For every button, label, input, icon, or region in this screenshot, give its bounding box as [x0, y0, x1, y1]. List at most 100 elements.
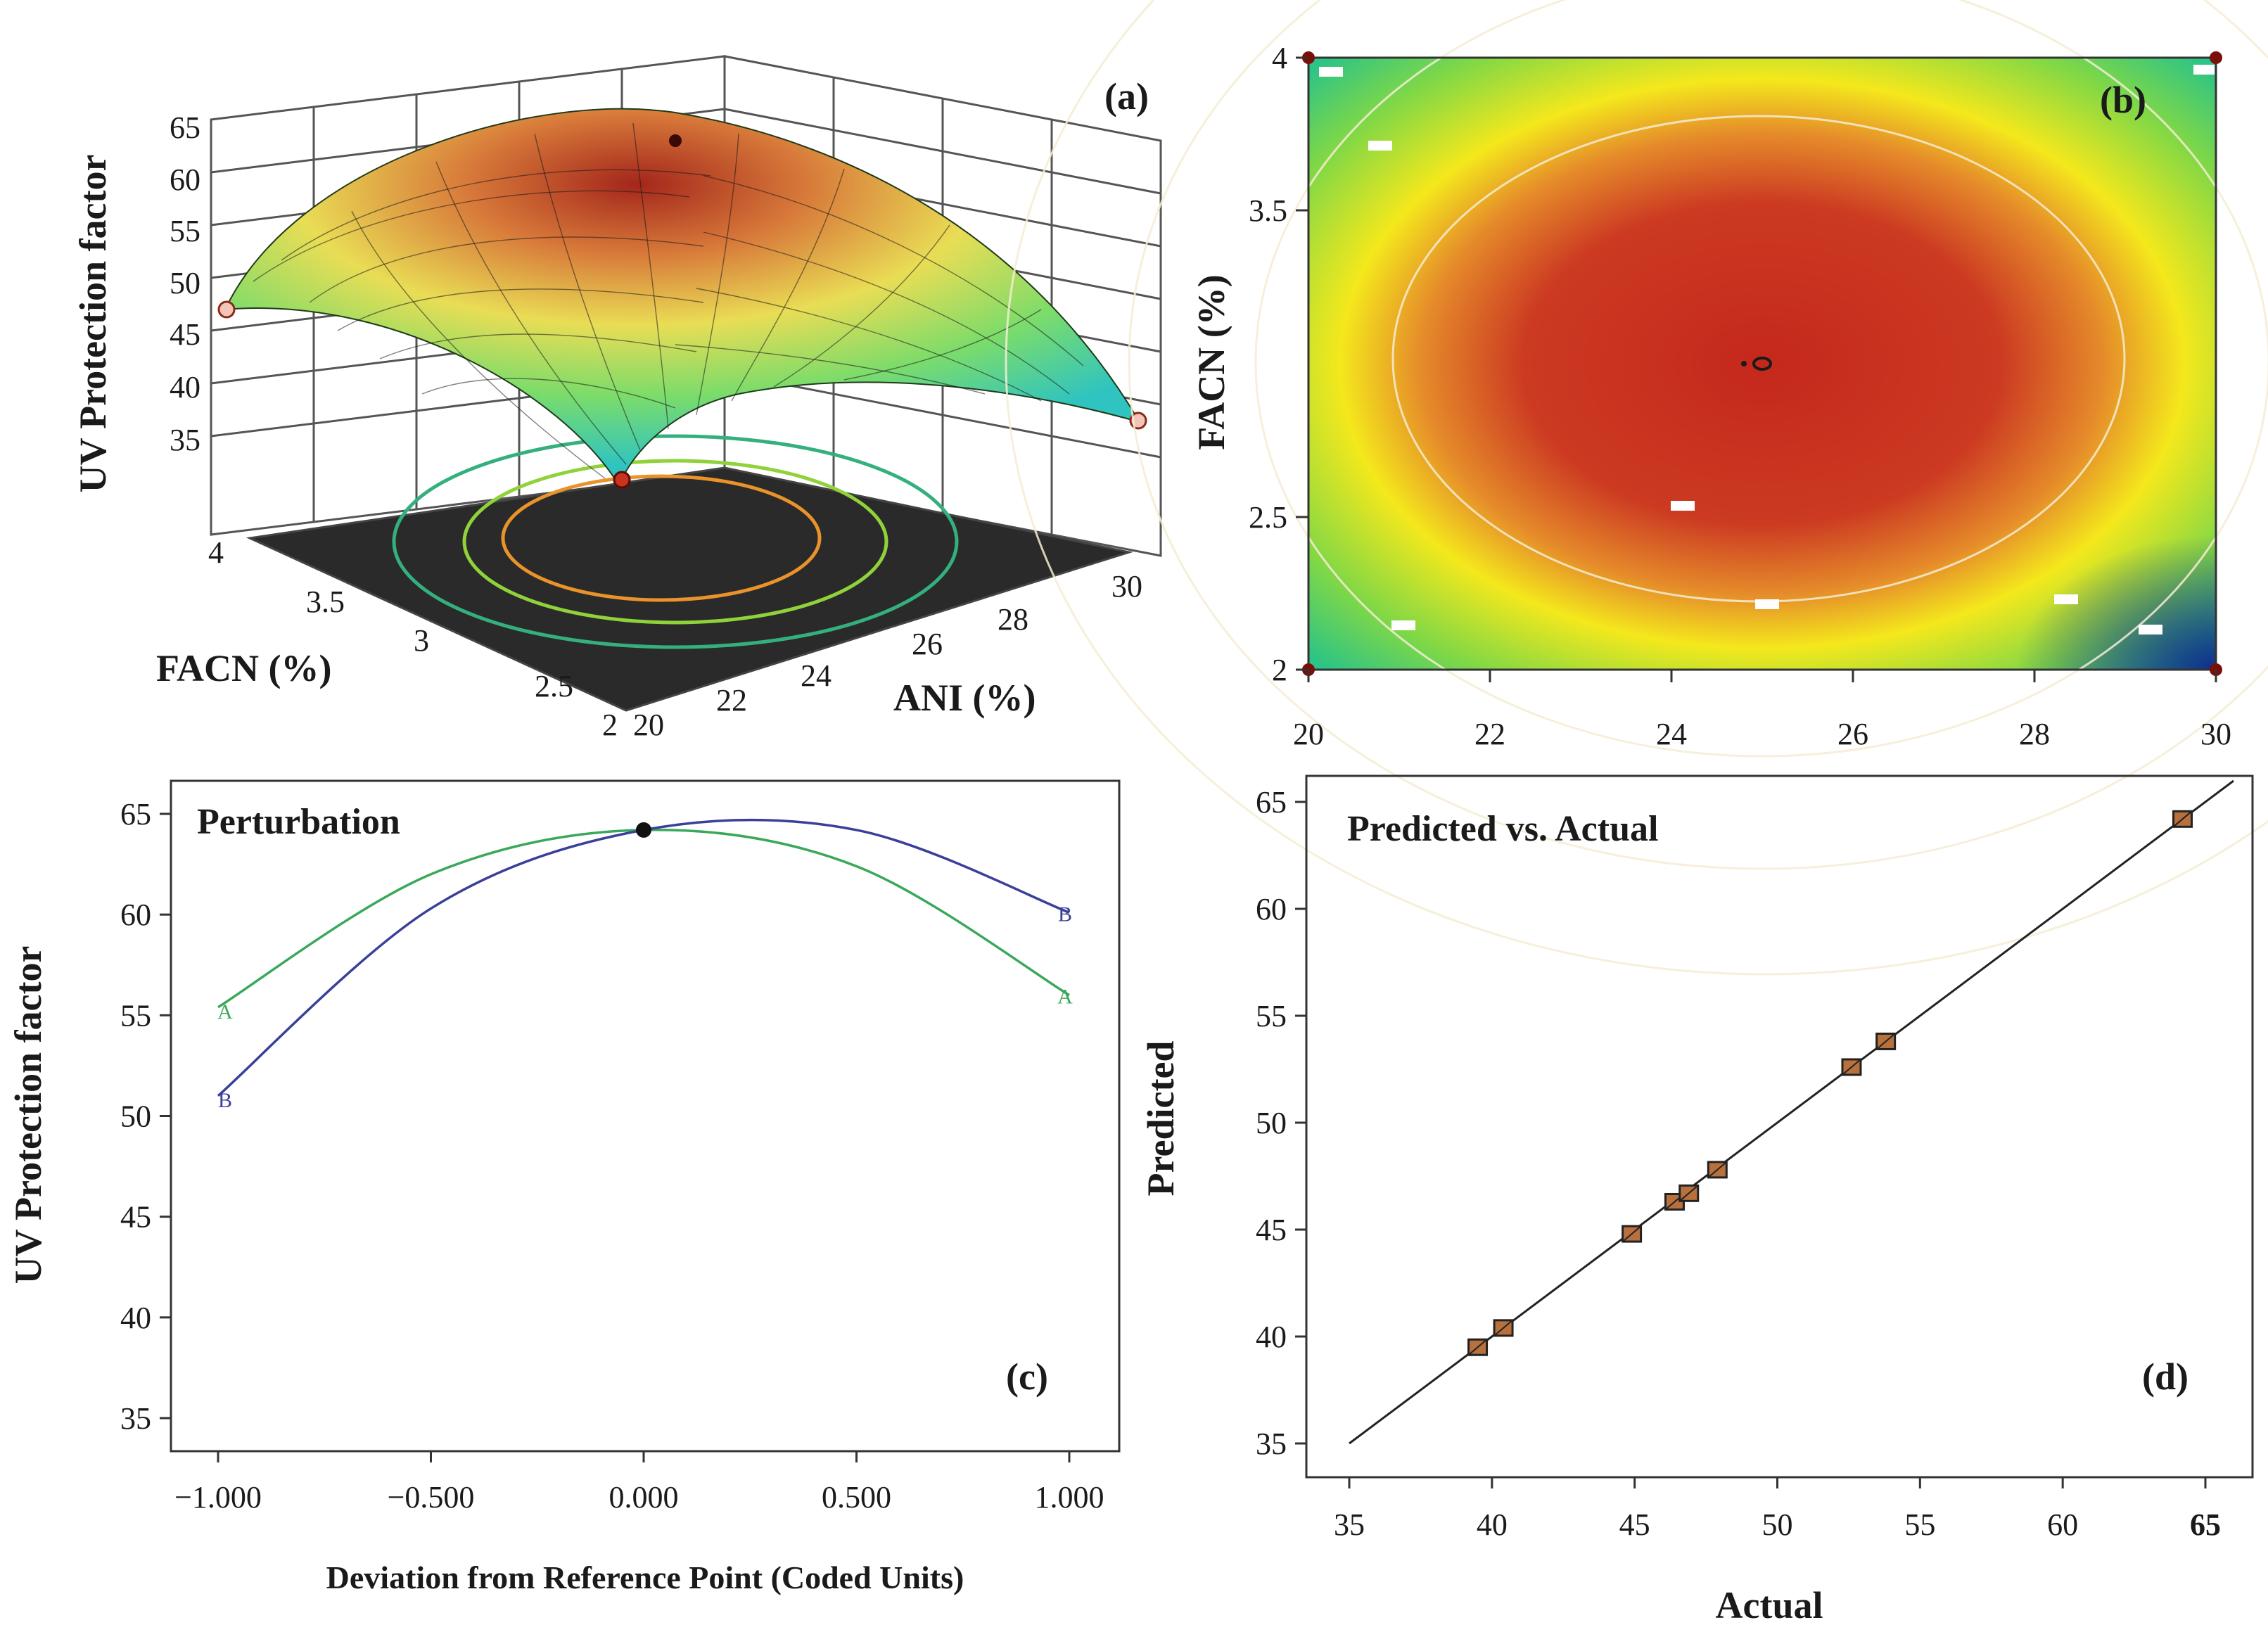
design-points — [1302, 51, 2222, 676]
design-point — [2210, 51, 2222, 64]
data-point-diagonal — [1467, 1339, 1488, 1356]
optimum-dot — [1741, 361, 1747, 366]
data-point-diagonal — [1493, 1320, 1513, 1337]
y-ticks — [1296, 56, 1308, 671]
x-tick-label: 40 — [1477, 1507, 1508, 1542]
x-tick-label: −1.000 — [174, 1480, 262, 1514]
z-tick-label: 55 — [170, 214, 200, 248]
plot-frame — [170, 779, 1121, 1453]
y-tick-label: 60 — [120, 898, 151, 932]
surface-corner-point — [613, 471, 631, 489]
data-point-diagonal — [1842, 1059, 1861, 1076]
x-tick-label: 20 — [1293, 717, 1324, 751]
data-point-diagonal — [1707, 1161, 1727, 1178]
x-tick-label: 35 — [1334, 1507, 1365, 1542]
y-tick-label: 2 — [1272, 653, 1287, 687]
surface-corner-point — [217, 300, 236, 319]
reference-point — [636, 822, 651, 838]
panel-b: 4 3.5 2.5 2 FACN (%) 20 22 24 26 28 30 (… — [1005, 0, 2268, 976]
y-tick-label: 50 — [1256, 1106, 1287, 1140]
x-tick-label: 65 — [2190, 1507, 2221, 1542]
x-tick-label: 50 — [1762, 1507, 1793, 1542]
floor-contours — [392, 434, 959, 649]
x-tick-label: 55 — [1904, 1507, 1935, 1542]
x-tick-label: 24 — [801, 658, 832, 693]
x-tick-label: 28 — [2019, 717, 2050, 751]
panel-label-c: (c) — [1006, 1356, 1048, 1398]
y-tick-label: 60 — [1256, 892, 1287, 926]
panel-d: 35 40 45 50 55 60 65 35 40 45 50 55 60 65 Predicted v… — [1140, 774, 2254, 1626]
y-tick-label: 35 — [120, 1401, 151, 1436]
3d-floor — [246, 466, 1133, 712]
contour-blue-corner — [1308, 58, 2216, 670]
x-axis-label: Actual — [1716, 1584, 1823, 1626]
contour-labels — [1319, 65, 2215, 634]
x-axis-label: ANI (%) — [893, 677, 1036, 719]
y-tick-label: 2.5 — [535, 669, 573, 703]
panel-label-a: (a) — [1104, 75, 1149, 117]
y-tick-label: 55 — [1256, 999, 1287, 1033]
y-tick-label: 4 — [208, 535, 224, 570]
series-marker-label: A — [217, 1000, 233, 1023]
y-tick-label: 3.5 — [1249, 193, 1287, 228]
z-tick-label: 45 — [170, 317, 200, 352]
c-series: A A B B — [217, 818, 1073, 1112]
x-tick-label: 20 — [633, 708, 664, 742]
x-tick-label: 0.500 — [822, 1480, 891, 1514]
x-tick-label: 28 — [998, 602, 1028, 637]
c-axes: 35 40 45 50 55 60 65 −1.000 −0.500 0.000 0.500 1.00… — [120, 797, 1104, 1514]
x-tick-label: 0.000 — [609, 1480, 679, 1514]
surface-peak-point — [669, 134, 682, 147]
y-tick-label: 65 — [120, 797, 151, 831]
y-tick-label: 45 — [120, 1200, 151, 1235]
y-tick-label: 4 — [1272, 41, 1287, 75]
z-tick-label: 65 — [170, 110, 200, 145]
x-tick-label: 60 — [2047, 1507, 2078, 1542]
surface-mesh — [253, 122, 1084, 479]
plot-frame — [1305, 774, 2254, 1479]
x-tick-label: 30 — [2200, 717, 2231, 751]
y-tick-label: 2.5 — [1249, 500, 1287, 535]
y-tick-label: 50 — [120, 1099, 151, 1134]
x-ticks — [1307, 670, 2217, 682]
x-tick-label: 22 — [716, 683, 747, 718]
y-tick-label: 3.5 — [306, 585, 345, 619]
panel-label-d: (d) — [2142, 1356, 2189, 1398]
panel-c: 35 40 45 50 55 60 65 −1.000 −0.500 0.000 0.500 1.00… — [7, 779, 1121, 1595]
z-axis-label: UV Protection factor — [72, 155, 114, 493]
y-tick-label: 40 — [120, 1301, 151, 1335]
y-tick-label: 55 — [120, 998, 151, 1033]
chart-title: Predicted vs. Actual — [1347, 809, 1658, 849]
y-tick-label: 40 — [1256, 1320, 1287, 1354]
z-tick-label: 60 — [170, 162, 200, 197]
y-axis-label: FACN (%) — [156, 647, 331, 689]
x-tick-label: 26 — [912, 627, 943, 661]
d-points — [1349, 779, 2234, 1445]
data-point-diagonal — [1876, 1033, 1896, 1050]
series-marker-label: B — [1058, 903, 1072, 926]
series-line-B — [217, 818, 1070, 1097]
optimum-marker — [1752, 357, 1772, 371]
x-axis-label: Deviation from Reference Point (Coded Un… — [326, 1560, 964, 1595]
z-tick-label: 50 — [170, 266, 200, 300]
x-tick-label: −0.500 — [388, 1480, 475, 1514]
chart-title: Perturbation — [197, 802, 400, 842]
plot-frame — [1307, 56, 2217, 671]
x-tick-label: 24 — [1656, 717, 1687, 751]
y-axis-label: Predicted — [1140, 1041, 1182, 1197]
y-axis-label: UV Protection factor — [7, 946, 49, 1284]
panel-label-b: (b) — [2100, 79, 2146, 121]
series-marker-label: A — [1057, 986, 1073, 1009]
y-tick-label: 65 — [1256, 785, 1287, 820]
series-marker-label: B — [218, 1089, 232, 1112]
x-tick-label: 22 — [1474, 717, 1505, 751]
x-tick-label: 26 — [1837, 717, 1868, 751]
data-point-diagonal — [1679, 1185, 1699, 1202]
d-axes: 35 40 45 50 55 60 65 35 40 45 50 55 60 65 — [1256, 785, 2221, 1542]
y-tick-label: 35 — [1256, 1427, 1287, 1461]
z-tick-label: 40 — [170, 370, 200, 404]
y-tick-label: 45 — [1256, 1213, 1287, 1247]
x-tick-label: 1.000 — [1035, 1480, 1104, 1514]
y-tick-label: 2 — [602, 708, 618, 742]
